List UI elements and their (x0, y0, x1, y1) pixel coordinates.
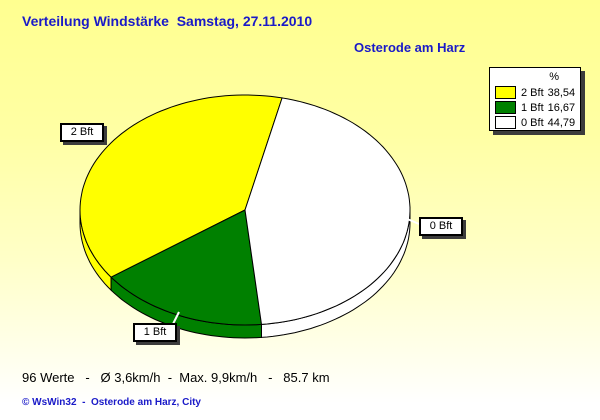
legend-item-2bft: 2 Bft 38,54 (495, 85, 575, 100)
slice-label-1bft: 1 Bft (133, 323, 177, 342)
slice-label-2bft: 2 Bft (60, 123, 104, 142)
legend-label-2bft: 2 Bft 38,54 (521, 86, 576, 99)
slice-label-0bft: 0 Bft (419, 217, 463, 236)
legend-label-1bft: 1 Bft 16,67 (521, 101, 576, 114)
legend-item-0bft: 0 Bft 44,79 (495, 115, 575, 130)
legend-unit-header: % (549, 71, 559, 83)
legend-label-0bft: 0 Bft 44,79 (521, 116, 576, 129)
chart-title: Verteilung Windstärke Samstag, 27.11.201… (22, 13, 313, 29)
chart-subtitle: Osterode am Harz (354, 40, 466, 55)
legend-swatch-1bft-icon (495, 101, 516, 114)
legend-swatch-2bft-icon (495, 86, 516, 99)
legend: % 2 Bft 38,54 1 Bft 16,67 0 Bft 44,79 (489, 67, 581, 131)
copyright-line: © WsWin32 - Osterode am Harz, City (22, 397, 201, 408)
stats-line: 96 Werte - Ø 3,6km/h - Max. 9,9km/h - 85… (22, 370, 330, 385)
legend-swatch-0bft-icon (495, 116, 516, 129)
legend-item-1bft: 1 Bft 16,67 (495, 100, 575, 115)
